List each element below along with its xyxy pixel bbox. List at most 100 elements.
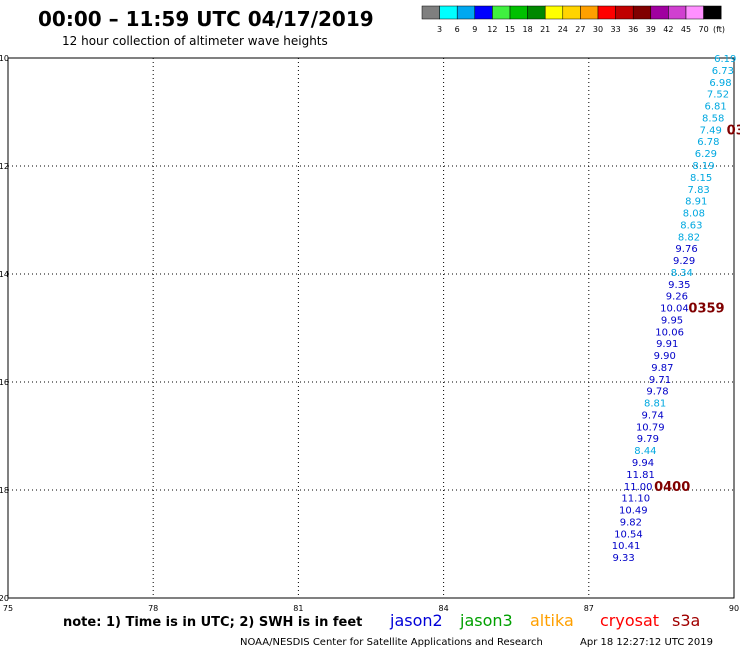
chart-subtitle: 12 hour collection of altimeter wave hei… (62, 34, 328, 48)
y-tick-label: -12 (0, 162, 9, 171)
footer-credit: NOAA/NESDIS Center for Satellite Applica… (240, 637, 543, 648)
wave-height-label: 9.35 (668, 280, 690, 291)
y-tick-label: -10 (0, 54, 9, 63)
wave-height-label: 8.44 (634, 446, 656, 457)
satellite-legend-s3a: s3a (672, 611, 700, 630)
colorbar-label: 39 (646, 25, 656, 34)
wave-height-label: 11.00 (624, 482, 653, 493)
colorbar-swatch (597, 5, 616, 20)
wave-height-label: 10.49 (619, 506, 648, 517)
colorbar: 3 6 9 12 15 18 21 24 27 30 33 36 39 42 45 70 (421, 5, 722, 34)
footer-note: note: 1) Time is in UTC; 2) SWH is in fe… (63, 615, 362, 630)
wave-height-label: 8.91 (685, 197, 707, 208)
wave-height-label: 9.74 (642, 410, 664, 421)
colorbar-swatch (615, 5, 634, 20)
data-points: 6.196.736.987.526.818.587.496.786.298.19… (612, 54, 737, 564)
wave-height-label: 10.04 (660, 304, 689, 315)
time-label: 0358 (727, 123, 740, 138)
colorbar-swatch (580, 5, 599, 20)
wave-height-label: 8.19 (692, 161, 714, 172)
colorbar-label: 15 (505, 25, 515, 34)
x-tick-label: 87 (584, 604, 594, 613)
colorbar-label: 42 (663, 25, 673, 34)
wave-height-label: 10.79 (636, 422, 665, 433)
wave-height-label: 9.82 (620, 517, 642, 528)
colorbar-swatch (703, 5, 722, 20)
wave-height-label: 9.79 (637, 434, 659, 445)
x-tick-label: 90 (729, 604, 739, 613)
colorbar-swatch (668, 5, 687, 20)
wave-height-label: 10.41 (612, 541, 641, 552)
colorbar-label: 18 (523, 25, 533, 34)
colorbar-swatch (474, 5, 493, 20)
plot-frame (7, 57, 735, 599)
colorbar-label: 24 (558, 25, 568, 34)
wave-height-label: 8.58 (702, 113, 724, 124)
colorbar-label: 21 (540, 25, 550, 34)
colorbar-swatch (685, 5, 704, 20)
colorbar-label: 70 (699, 25, 709, 34)
wave-height-label: 9.91 (656, 339, 678, 350)
wave-height-label: 7.83 (688, 185, 710, 196)
wave-height-label: 9.94 (632, 458, 654, 469)
time-labels: 0035803590400 (654, 123, 740, 495)
x-tick-label: 78 (148, 604, 158, 613)
wave-height-label: 9.76 (675, 244, 697, 255)
colorbar-swatch (632, 5, 652, 20)
wave-height-label: 8.63 (680, 220, 702, 231)
colorbar-label: 27 (575, 25, 585, 34)
colorbar-label: 12 (487, 25, 497, 34)
colorbar-swatch (492, 5, 511, 20)
colorbar-label: 45 (681, 25, 691, 34)
colorbar-label: 33 (611, 25, 621, 34)
colorbar-swatch (650, 5, 669, 20)
wave-height-label: 8.08 (683, 209, 705, 220)
wave-height-label: 9.33 (613, 553, 635, 564)
wave-height-label: 9.90 (654, 351, 676, 362)
footer-timestamp: Apr 18 12:27:12 UTC 2019 (580, 637, 713, 648)
colorbar-label: 36 (628, 25, 638, 34)
wave-height-label: 8.82 (678, 232, 700, 243)
satellite-legend: jason2 jason3 altika cryosat s3a (389, 611, 700, 630)
colorbar-label: 30 (593, 25, 603, 34)
wave-height-label: 11.10 (621, 494, 650, 505)
wave-height-label: 9.29 (673, 256, 695, 267)
colorbar-swatch (509, 5, 528, 20)
wave-height-label: 6.73 (712, 66, 734, 77)
wave-height-label: 6.98 (709, 78, 731, 89)
satellite-legend-cryosat: cryosat (600, 611, 659, 630)
wave-height-label: 9.95 (661, 315, 683, 326)
wave-height-label: 8.81 (644, 399, 666, 410)
x-tick-label: 75 (3, 604, 13, 613)
wave-height-label: 10.06 (655, 327, 684, 338)
x-tick-label: 84 (439, 604, 449, 613)
y-tick-label: -14 (0, 270, 9, 279)
wave-height-label: 6.81 (704, 102, 726, 113)
wave-height-label: 7.49 (700, 125, 722, 136)
colorbar-unit: (ft) (713, 25, 725, 34)
y-tick-label: -16 (0, 378, 9, 387)
time-label: 0359 (688, 302, 724, 317)
x-tick-label: 81 (293, 604, 303, 613)
time-label: 0400 (654, 480, 690, 495)
y-tick-label: -20 (0, 594, 9, 603)
colorbar-label: 6 (455, 25, 460, 34)
colorbar-swatch (456, 5, 476, 20)
axis-ticks: 75 78 81 84 87 90 -10 -12 -14 -16 -18 -20 (0, 54, 739, 613)
satellite-legend-altika: altika (530, 611, 574, 630)
wave-height-label: 8.15 (690, 173, 712, 184)
grid (8, 58, 734, 598)
wave-height-label: 7.52 (707, 90, 729, 101)
colorbar-swatch (527, 5, 546, 20)
wave-height-label: 10.54 (614, 529, 643, 540)
wave-height-label: 8.34 (671, 268, 693, 279)
y-tick-label: -18 (0, 486, 9, 495)
colorbar-label: 3 (437, 25, 442, 34)
wave-height-label: 9.71 (649, 375, 671, 386)
wave-height-label: 9.26 (666, 292, 688, 303)
wave-height-label: 6.78 (697, 137, 719, 148)
colorbar-label: 9 (472, 25, 477, 34)
chart-title: 00:00 – 11:59 UTC 04/17/2019 (38, 7, 374, 31)
colorbar-swatch (562, 5, 581, 20)
